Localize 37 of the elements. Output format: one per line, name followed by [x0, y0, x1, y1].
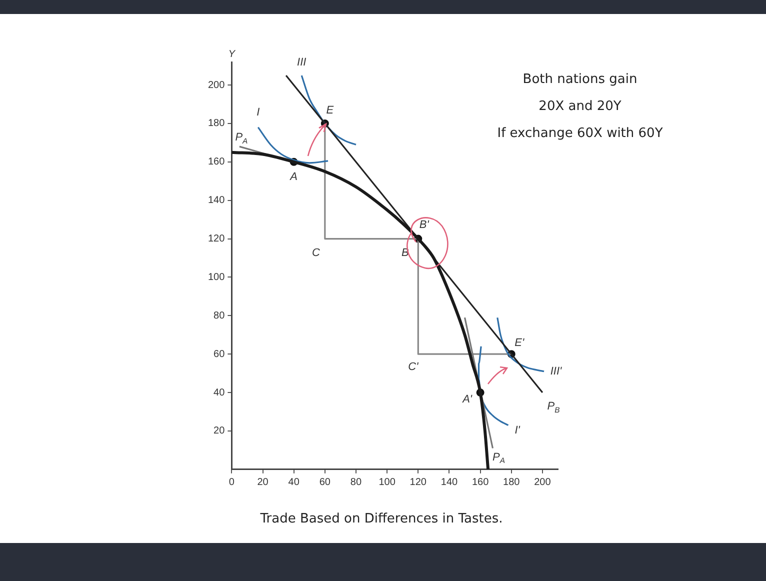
annotation: III [297, 56, 306, 69]
annotation: 20X and 20Y [538, 98, 622, 116]
annotation: Both nations gain [522, 71, 638, 89]
annotation: A [289, 170, 298, 183]
y-tick-label: 20 [214, 426, 226, 437]
x-tick-label: 20 [257, 477, 269, 488]
annotation: A' [462, 394, 473, 406]
x-tick-label: 200 [534, 477, 552, 488]
text: Trade Based on Differences in Tastes. [259, 512, 503, 527]
x-tick-label: 100 [378, 477, 396, 488]
annotation: E' [514, 337, 525, 350]
x-tick-label: 80 [350, 477, 362, 488]
x-tick-label: 0 [228, 477, 235, 488]
x-tick-label: 140 [440, 477, 458, 488]
y-tick-label: 160 [208, 156, 226, 168]
annotation: I [256, 106, 260, 118]
annotation: B' [419, 218, 430, 231]
y-tick-label: 80 [214, 310, 226, 322]
y-tick-label: 60 [214, 348, 226, 360]
annotation: C' [408, 361, 420, 374]
y-tick-label: 120 [208, 234, 226, 245]
y-tick-label: 140 [208, 195, 226, 206]
annotation: E [326, 104, 334, 117]
x-tick-label: 180 [503, 477, 520, 488]
annotation: I' [514, 424, 521, 436]
x-tick-label: 40 [288, 477, 300, 488]
annotation: III' [550, 365, 563, 378]
annotation: If exchange 60X with 60Y [496, 125, 664, 143]
x-tick-label: 160 [472, 477, 490, 488]
y-tick-label: 200 [208, 80, 226, 91]
annotation: C [312, 246, 320, 259]
y-axis-title: Y [228, 48, 236, 60]
x-tick-label: 60 [319, 477, 331, 488]
y-tick-label: 180 [208, 118, 226, 130]
y-tick-label: 100 [208, 272, 226, 283]
y-tick-label: 40 [214, 387, 226, 398]
x-tick-label: 120 [410, 477, 427, 488]
